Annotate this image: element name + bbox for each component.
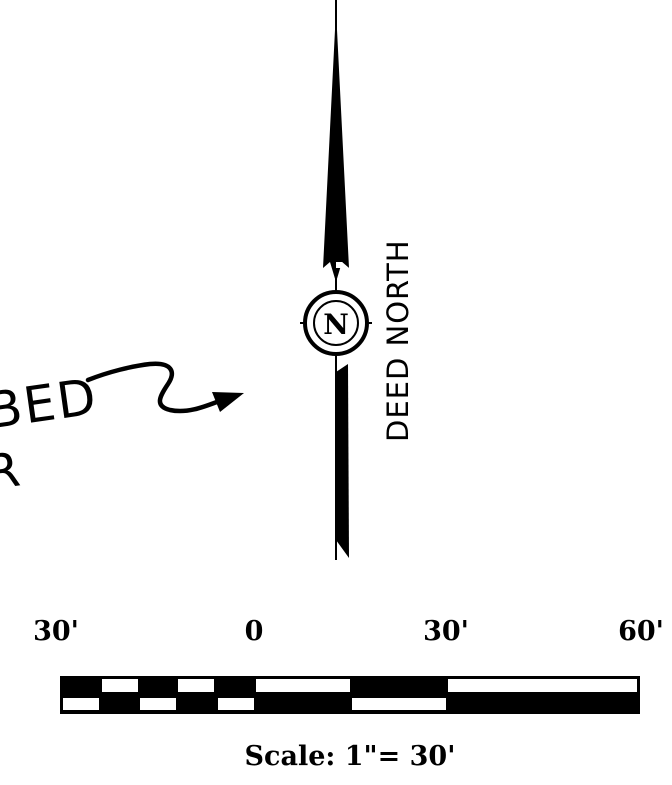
scale-tick-label-left: 30' bbox=[33, 616, 79, 647]
leader-line-icon bbox=[85, 361, 225, 414]
north-symbol: N bbox=[300, 284, 372, 362]
scale-bar: 30' 0 30' 60' Scale: 1"= 30' bbox=[33, 616, 664, 772]
leader-arrowhead-icon bbox=[212, 392, 244, 412]
handwritten-annotation: BED R bbox=[0, 361, 244, 502]
handwritten-note-line1: BED bbox=[0, 367, 101, 440]
scale-tick-label-30: 30' bbox=[423, 616, 469, 647]
scale-caption: Scale: 1"= 30' bbox=[245, 741, 456, 772]
scale-tick-label-60: 60' bbox=[618, 616, 664, 647]
north-arrow-needle-icon bbox=[323, 10, 349, 282]
handwritten-note-line2: R bbox=[0, 442, 23, 502]
north-arrow: N DEED NORTH bbox=[300, 0, 415, 560]
deed-north-label: DEED NORTH bbox=[381, 239, 415, 442]
needle-highlight bbox=[336, 262, 349, 268]
north-symbol-letter: N bbox=[323, 308, 349, 341]
scale-tick-label-zero: 0 bbox=[245, 616, 264, 647]
north-arrow-tail-icon bbox=[336, 364, 349, 558]
